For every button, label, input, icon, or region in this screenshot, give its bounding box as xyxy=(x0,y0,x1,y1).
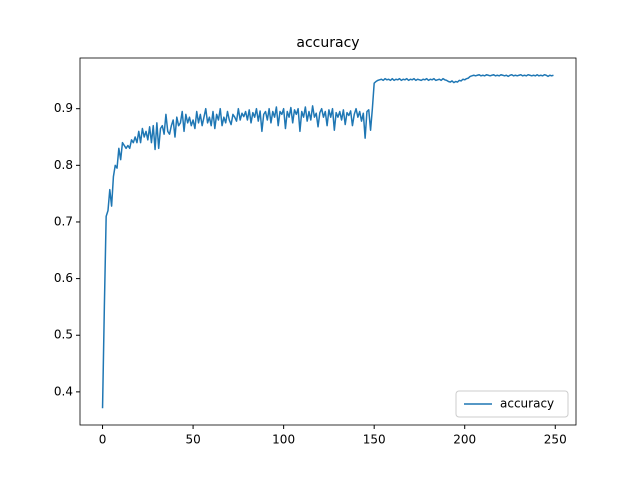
x-tick-label: 100 xyxy=(272,433,295,447)
y-tick-label: 0.6 xyxy=(54,271,73,285)
legend-box xyxy=(455,390,569,418)
x-tick-label: 200 xyxy=(453,433,476,447)
chart-title: accuracy xyxy=(296,35,359,51)
y-tick-label: 0.9 xyxy=(54,101,73,115)
plot-frame xyxy=(79,57,577,426)
y-tick-label: 0.7 xyxy=(54,214,73,228)
line xyxy=(101,73,554,409)
x-tick-label: 150 xyxy=(363,433,386,447)
x-tick-label: 0 xyxy=(99,433,107,447)
y-tick-label: 0.5 xyxy=(54,328,73,342)
legend-label: accuracy xyxy=(500,397,554,411)
y-tick-label: 0.8 xyxy=(54,158,73,172)
y-tick-label: 0.4 xyxy=(54,384,73,398)
x-tick-label: 50 xyxy=(185,433,200,447)
x-tick-label: 250 xyxy=(544,433,567,447)
